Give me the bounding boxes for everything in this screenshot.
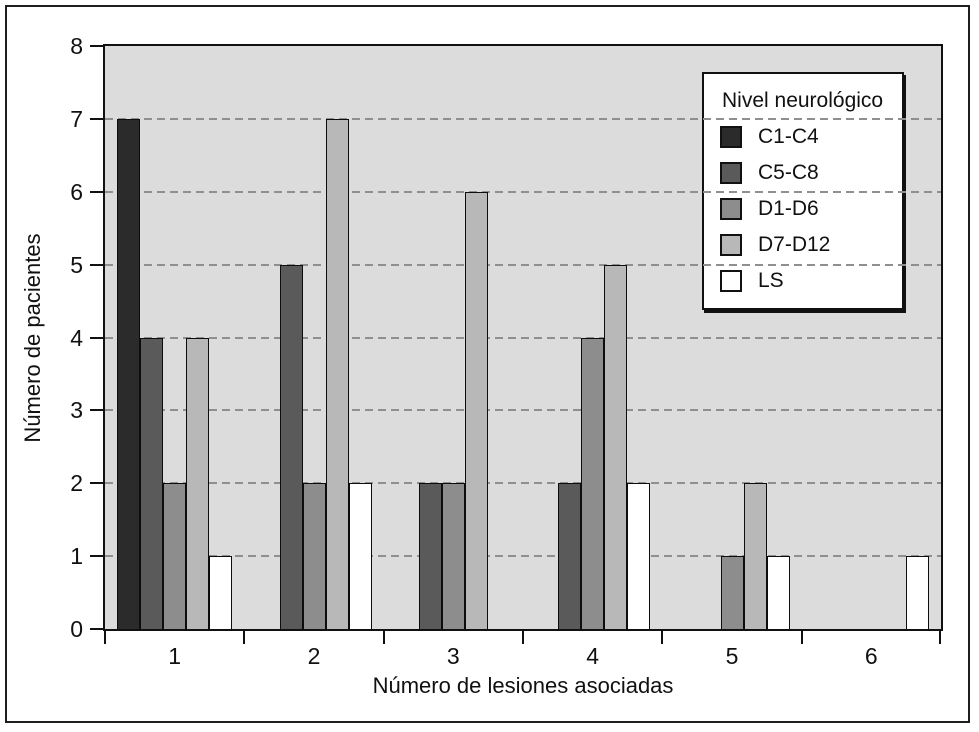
bar-LS-x6: [905, 556, 929, 629]
legend-box: Nivel neurológico C1-C4 C5-C8 D1-D6 D7-D12 L…: [702, 72, 904, 310]
y-tick-label: 8: [70, 33, 83, 59]
bar-D1-D6-x1: [163, 483, 187, 629]
x-tick-label: 6: [864, 643, 878, 669]
y-axis-tick: [90, 190, 103, 193]
x-axis-title: Número de lesiones asociadas: [372, 673, 674, 698]
y-tick-label: 1: [70, 543, 83, 570]
y-tick-label: 7: [70, 105, 83, 132]
legend-label: D1-D6: [758, 197, 819, 220]
bar-LS-x2: [348, 483, 372, 629]
gridline-y6: [105, 190, 941, 193]
legend-entry-D1-D6: D1-D6: [720, 197, 886, 221]
bar-D1-D6-x2: [302, 483, 326, 629]
legend-entry-D7-D12: D7-D12: [720, 233, 886, 257]
bar-C5-C8-x4: [558, 483, 582, 629]
bar-LS-x5: [766, 556, 790, 629]
y-axis-tick: [90, 555, 103, 558]
y-axis-tick: [90, 263, 103, 266]
bar-D1-D6-x4: [581, 337, 605, 629]
bar-D7-D12-x2: [325, 118, 349, 629]
bar-C5-C8-x3: [418, 483, 442, 629]
legend-entry-C1-C4: C1-C4: [720, 125, 886, 149]
gridline-y4: [105, 336, 941, 339]
bar-LS-x1: [209, 556, 233, 629]
legend-swatch-C5-C8: [720, 162, 742, 184]
y-tick-label: 4: [70, 324, 83, 351]
legend-entries: C1-C4 C5-C8 D1-D6 D7-D12 LS: [720, 125, 886, 293]
legend-swatch-LS: [720, 270, 742, 292]
y-axis-tick: [90, 482, 103, 485]
x-axis-tick: [382, 631, 385, 644]
legend-label: C1-C4: [758, 125, 819, 148]
y-tick-label: 6: [70, 178, 83, 205]
y-tick-label: 2: [70, 470, 83, 497]
legend-label: D7-D12: [758, 233, 831, 256]
y-tick-label: 5: [70, 251, 83, 278]
y-axis-tick: [90, 336, 103, 339]
x-axis-tick: [104, 631, 106, 644]
x-tick-label: 2: [307, 643, 321, 669]
bar-D1-D6-x3: [441, 483, 465, 629]
bar-D7-D12-x1: [186, 337, 210, 629]
bar-D7-D12-x3: [464, 191, 488, 629]
gridline-y5: [105, 263, 941, 266]
x-tick-label: 4: [586, 643, 600, 669]
x-axis-tick: [939, 631, 941, 644]
y-axis-tick: [90, 628, 103, 630]
gridline-y7: [105, 117, 941, 120]
bar-D1-D6-x5: [720, 556, 744, 629]
legend-swatch-C1-C4: [720, 126, 742, 148]
legend-label: C5-C8: [758, 161, 819, 184]
x-axis-tick: [800, 631, 803, 644]
y-tick-label: 3: [70, 397, 83, 424]
bar-C5-C8-x1: [140, 337, 164, 629]
bar-C5-C8-x2: [279, 264, 303, 629]
legend-title: Nivel neurológico: [722, 89, 884, 112]
x-axis-tick: [661, 631, 664, 644]
y-axis-tick: [90, 45, 103, 47]
legend-swatch-D1-D6: [720, 198, 742, 220]
legend-label: LS: [758, 269, 784, 292]
legend-swatch-D7-D12: [720, 234, 742, 256]
y-tick-label: 0: [70, 616, 83, 642]
gridline-y3: [105, 409, 941, 412]
gridline-y1: [105, 555, 941, 558]
bar-D7-D12-x5: [743, 483, 767, 629]
y-axis-tick: [90, 409, 103, 412]
plot-area: Número de pacientes Número de lesiones a…: [20, 34, 943, 698]
bar-D7-D12-x4: [604, 264, 628, 629]
x-axis-tick: [522, 631, 524, 644]
bar-C1-C4-x1: [117, 118, 141, 629]
x-tick-label: 1: [168, 643, 182, 669]
legend-entry-C5-C8: C5-C8: [720, 161, 886, 185]
y-axis-tick: [90, 117, 103, 120]
legend-entry-LS: LS: [720, 269, 886, 293]
x-tick-label: 5: [725, 643, 739, 669]
x-tick-label: 3: [446, 643, 460, 669]
gridline-y2: [105, 482, 941, 485]
x-axis-tick: [243, 631, 246, 644]
bar-LS-x4: [627, 483, 651, 629]
